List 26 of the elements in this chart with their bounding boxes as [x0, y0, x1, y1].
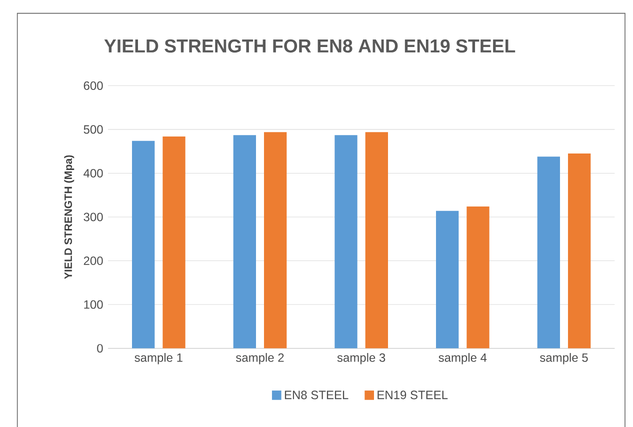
y-tick-label: 300: [84, 212, 103, 222]
y-tick-label: 600: [84, 81, 103, 90]
x-tick-label: sample 3: [337, 353, 386, 364]
bar: [365, 132, 388, 348]
x-tick-label: sample 5: [540, 353, 588, 364]
legend-label: EN19 STEEL: [378, 390, 448, 400]
y-tick-label: 200: [84, 256, 103, 266]
y-tick-label: 400: [84, 168, 103, 178]
y-tick-label: 500: [84, 125, 103, 134]
bar: [264, 132, 287, 348]
bar: [132, 140, 155, 348]
y-axis-title: YIELD STRENGTH (Mpa): [64, 155, 74, 280]
x-tick-label: sample 1: [134, 353, 182, 364]
y-tick-label: 100: [84, 300, 103, 309]
bar: [568, 154, 591, 348]
bar: [233, 135, 256, 348]
chart-title: YIELD STRENGTH FOR EN8 AND EN19 STEEL: [104, 39, 516, 53]
bar: [334, 135, 358, 348]
bar: [436, 210, 459, 348]
legend-label: EN8 STEEL: [284, 390, 348, 400]
x-tick-label: sample 2: [236, 353, 284, 364]
bar: [466, 206, 490, 348]
x-tick-label: sample 4: [438, 353, 487, 364]
bar: [537, 156, 560, 348]
y-tick-label: 0: [97, 344, 103, 353]
bar: [162, 136, 186, 348]
